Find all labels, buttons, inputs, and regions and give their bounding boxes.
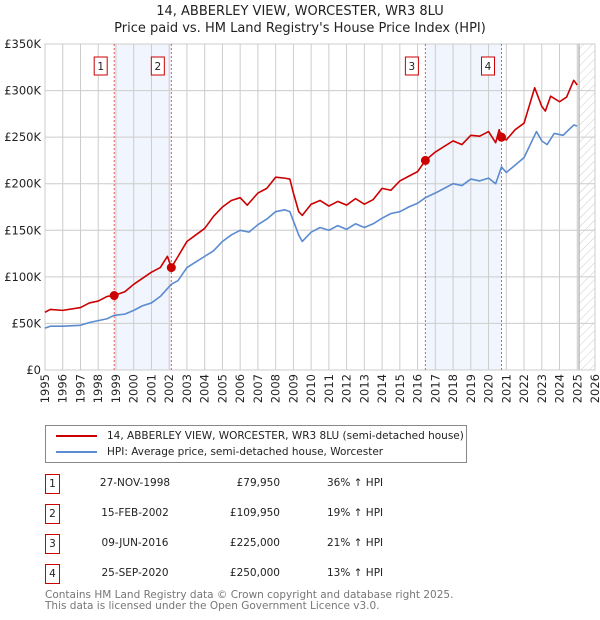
forecast-hatch bbox=[579, 44, 595, 370]
x-tick-label: 2004 bbox=[198, 374, 212, 403]
y-tick-label: £200K bbox=[4, 177, 41, 191]
x-tick-label: 2005 bbox=[215, 374, 229, 403]
x-tick-label: 2026 bbox=[588, 374, 600, 403]
transaction-row: 1 27-NOV-1998 £79,950 36% ↑ HPI bbox=[45, 474, 465, 494]
x-tick-label: 2025 bbox=[570, 374, 584, 403]
x-tick-label: 2003 bbox=[180, 374, 194, 403]
x-tick-label: 2006 bbox=[233, 374, 247, 403]
transaction-row: 4 25-SEP-2020 £250,000 13% ↑ HPI bbox=[45, 564, 465, 584]
x-tick-label: 2001 bbox=[144, 374, 158, 403]
chart-title: 14, ABBERLEY VIEW, WORCESTER, WR3 8LU bbox=[156, 4, 444, 19]
x-tick-label: 2018 bbox=[446, 374, 460, 403]
chart-legend: 14, ABBERLEY VIEW, WORCESTER, WR3 8LU (s… bbox=[45, 425, 467, 463]
transaction-date: 15-FEB-2002 bbox=[101, 507, 169, 519]
x-tick-label: 2016 bbox=[411, 374, 425, 403]
x-tick-label: 2007 bbox=[251, 374, 265, 403]
y-tick-label: £350K bbox=[4, 37, 41, 51]
chart-subtitle: Price paid vs. HM Land Registry's House … bbox=[114, 21, 486, 36]
transaction-price: £225,000 bbox=[229, 537, 280, 549]
x-tick-label: 2023 bbox=[535, 374, 549, 403]
y-tick-label: £50K bbox=[12, 316, 42, 330]
sale-label-box bbox=[481, 56, 495, 76]
x-tick-label: 2011 bbox=[322, 374, 336, 403]
shaded-period bbox=[114, 44, 172, 370]
x-tick-label: 2021 bbox=[499, 374, 513, 403]
x-tick-label: 1997 bbox=[73, 374, 87, 403]
x-tick-label: 2024 bbox=[553, 374, 567, 403]
transaction-price: £250,000 bbox=[229, 567, 280, 579]
legend-label: HPI: Average price, semi-detached house,… bbox=[107, 446, 384, 458]
transaction-date: 27-NOV-1998 bbox=[99, 477, 171, 489]
sale-label: 3 bbox=[409, 61, 416, 73]
plot-frame bbox=[44, 43, 596, 371]
y-tick-label: £0 bbox=[26, 363, 41, 377]
transaction-price: £79,950 bbox=[236, 477, 280, 489]
transaction-hpi-diff: 19% ↑ HPI bbox=[327, 507, 384, 519]
transaction-marker-badge: 2 bbox=[45, 504, 60, 524]
x-tick-label: 2015 bbox=[393, 374, 407, 403]
transaction-date: 25-SEP-2020 bbox=[101, 567, 169, 579]
transaction-date: 09-JUN-2016 bbox=[101, 537, 169, 549]
x-tick-label: 2000 bbox=[127, 374, 141, 403]
y-tick-label: £300K bbox=[4, 84, 41, 98]
x-tick-label: 2008 bbox=[269, 374, 283, 403]
footer-copyright: Contains HM Land Registry data © Crown c… bbox=[45, 589, 454, 601]
x-tick-label: 2012 bbox=[340, 374, 354, 403]
transaction-hpi-diff: 36% ↑ HPI bbox=[327, 477, 384, 489]
hpi-line bbox=[44, 124, 578, 329]
legend-label: 14, ABBERLEY VIEW, WORCESTER, WR3 8LU (s… bbox=[107, 430, 464, 442]
transaction-hpi-diff: 13% ↑ HPI bbox=[327, 567, 384, 579]
footer-licence: This data is licensed under the Open Gov… bbox=[45, 600, 380, 612]
legend-swatch-blue bbox=[56, 451, 97, 453]
transaction-marker-badge: 1 bbox=[45, 474, 60, 494]
transaction-price: £109,950 bbox=[229, 507, 280, 519]
x-tick-label: 2002 bbox=[162, 374, 176, 403]
x-tick-label: 1998 bbox=[91, 374, 105, 403]
transaction-row: 3 09-JUN-2016 £225,000 21% ↑ HPI bbox=[45, 534, 465, 554]
x-tick-label: 2022 bbox=[517, 374, 531, 403]
legend-swatch-red bbox=[56, 435, 97, 437]
sale-label: 2 bbox=[154, 61, 161, 73]
x-tick-label: 2014 bbox=[375, 374, 389, 403]
x-tick-label: 1995 bbox=[38, 374, 52, 403]
y-tick-label: £250K bbox=[4, 130, 41, 144]
x-tick-label: 2019 bbox=[464, 374, 478, 403]
transaction-marker-badge: 3 bbox=[45, 534, 60, 554]
y-tick-label: £150K bbox=[4, 223, 41, 237]
sale-label-box bbox=[150, 56, 165, 76]
transaction-row: 2 15-FEB-2002 £109,950 19% ↑ HPI bbox=[45, 504, 465, 524]
sale-point bbox=[420, 155, 430, 165]
sale-label-box bbox=[404, 56, 419, 76]
transaction-hpi-diff: 21% ↑ HPI bbox=[327, 537, 384, 549]
legend-item-hpi: HPI: Average price, semi-detached house,… bbox=[56, 446, 383, 458]
x-tick-label: 2020 bbox=[482, 374, 496, 403]
x-tick-label: 1996 bbox=[56, 374, 70, 403]
x-tick-label: 2010 bbox=[304, 374, 318, 403]
x-tick-label: 2009 bbox=[286, 374, 300, 403]
sale-label: 1 bbox=[97, 61, 104, 73]
transaction-marker-badge: 4 bbox=[45, 564, 60, 584]
shaded-period bbox=[425, 44, 502, 370]
sale-point bbox=[497, 132, 506, 142]
legend-item-property: 14, ABBERLEY VIEW, WORCESTER, WR3 8LU (s… bbox=[56, 430, 464, 442]
y-tick-label: £100K bbox=[4, 270, 41, 284]
sale-label: 4 bbox=[485, 61, 492, 73]
sale-label-box bbox=[93, 56, 108, 76]
sale-point bbox=[109, 291, 119, 301]
sale-point bbox=[166, 263, 176, 273]
x-tick-label: 1999 bbox=[109, 374, 123, 403]
x-tick-label: 2017 bbox=[428, 374, 442, 403]
x-tick-label: 2013 bbox=[357, 374, 371, 403]
